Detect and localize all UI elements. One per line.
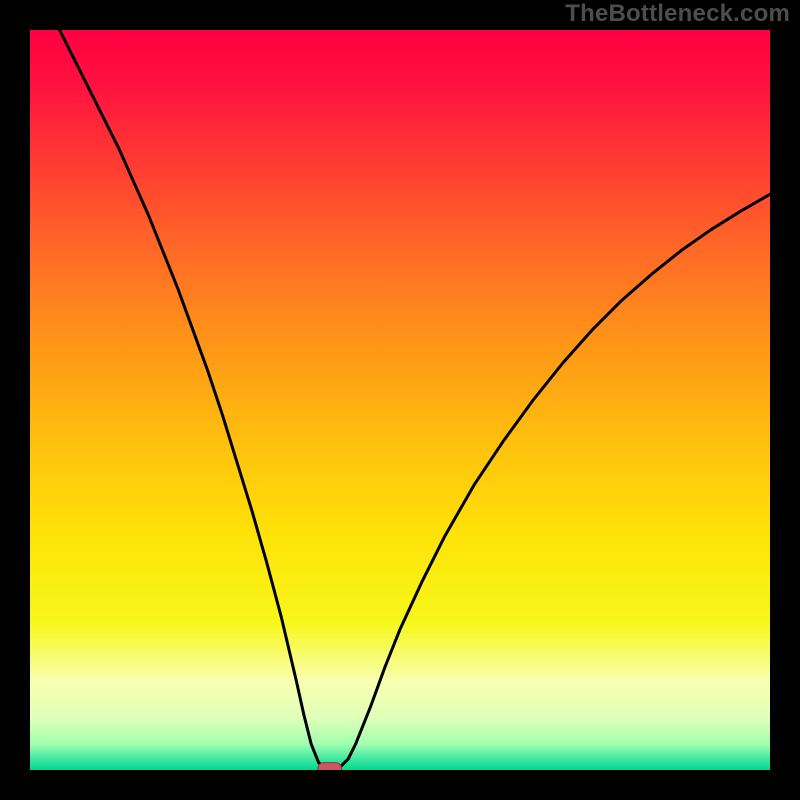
- plot-area: [30, 30, 770, 770]
- chart-container: TheBottleneck.com: [0, 0, 800, 800]
- bottleneck-marker: [318, 763, 342, 770]
- watermark-text: TheBottleneck.com: [565, 0, 790, 28]
- bottleneck-curve: [60, 30, 770, 769]
- curve-layer: [30, 30, 770, 770]
